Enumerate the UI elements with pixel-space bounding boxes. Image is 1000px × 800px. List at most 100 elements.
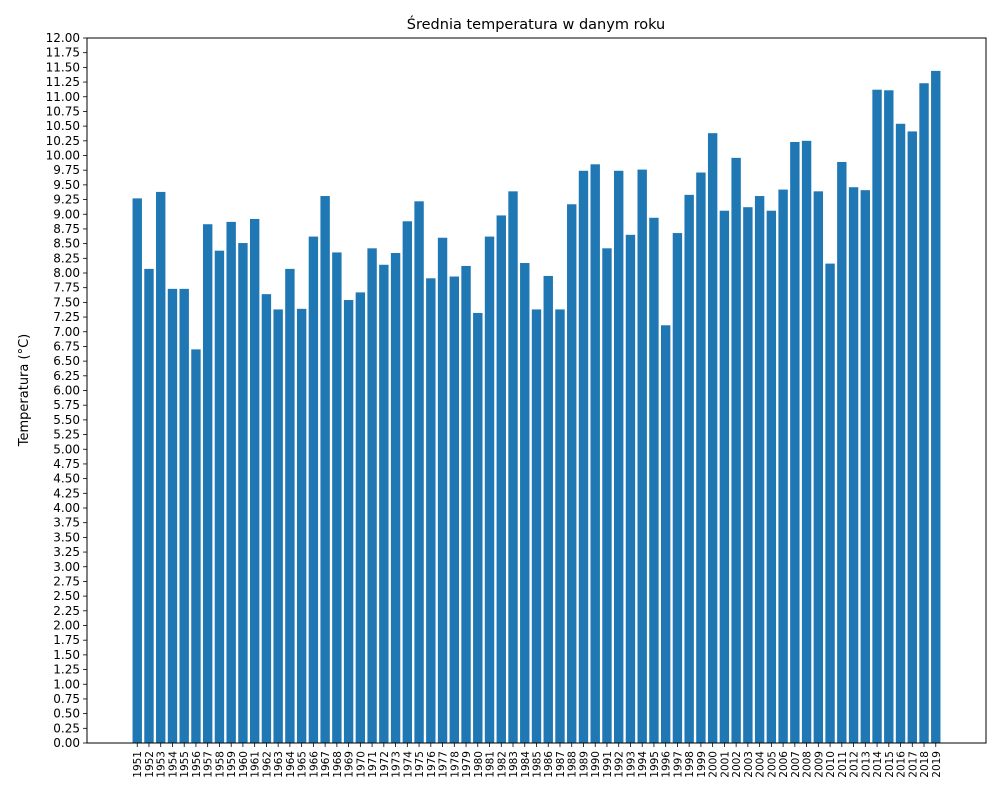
x-tick-label: 2018 (919, 751, 931, 778)
y-tick-label: 4.25 (53, 486, 80, 500)
x-tick-label: 1962 (261, 751, 273, 778)
y-tick-label: 2.00 (53, 619, 80, 633)
bar-1963 (273, 309, 283, 743)
bar-1988 (567, 204, 577, 743)
bar-1980 (473, 312, 483, 743)
y-tick-label: 1.50 (53, 648, 80, 662)
x-tick-label: 1973 (391, 751, 403, 778)
bar-1984 (520, 263, 530, 743)
x-tick-label: 2019 (931, 751, 943, 778)
bar-1994 (637, 169, 647, 744)
x-tick-label: 1986 (543, 751, 555, 778)
x-tick-label: 2015 (884, 751, 896, 778)
bar-1975 (414, 201, 424, 743)
bar-1968 (332, 252, 342, 743)
x-tick-label: 1955 (179, 751, 191, 778)
bar-1997 (672, 233, 683, 744)
x-tick-label: 2000 (708, 751, 720, 778)
x-tick-label: 1954 (167, 751, 179, 778)
x-tick-label: 1991 (602, 751, 614, 778)
x-tick-label: 2002 (731, 751, 743, 778)
bar-1998 (684, 194, 694, 744)
x-tick-label: 1970 (355, 751, 367, 778)
x-tick-label: 1989 (578, 751, 590, 778)
bar-1959 (226, 221, 236, 743)
x-tick-label: 1996 (661, 751, 673, 778)
x-tick-label: 1966 (308, 751, 320, 778)
y-tick-label: 1.75 (53, 633, 80, 647)
bar-2016 (895, 123, 906, 743)
y-tick-label: 10.00 (46, 149, 80, 163)
x-tick-label: 1977 (438, 751, 450, 778)
x-tick-label: 1990 (590, 751, 602, 778)
y-tick-label: 3.75 (53, 516, 80, 530)
x-tick-label: 2007 (790, 751, 802, 778)
y-tick-label: 2.75 (53, 574, 80, 588)
bar-2009 (813, 191, 824, 743)
x-tick-label: 1978 (449, 751, 461, 778)
x-tick-label: 1985 (532, 751, 544, 778)
x-tick-label: 1980 (473, 751, 485, 778)
x-tick-label: 1992 (614, 751, 626, 778)
x-tick-label: 1964 (285, 751, 297, 778)
y-tick-label: 1.00 (53, 677, 80, 691)
bar-2003 (743, 207, 753, 743)
y-tick-label: 9.00 (53, 207, 80, 221)
x-tick-label: 1988 (567, 751, 579, 778)
bar-2013 (860, 190, 871, 744)
bar-1985 (531, 309, 542, 743)
y-tick-label: 11.00 (46, 90, 80, 104)
y-tick-label: 9.25 (53, 193, 80, 207)
y-tick-label: 6.50 (53, 354, 80, 368)
x-tick-label: 1976 (426, 751, 438, 778)
y-tick-label: 4.50 (53, 472, 80, 486)
plot-frame (86, 37, 987, 744)
bar-1992 (614, 170, 624, 743)
bar-1966 (308, 236, 319, 743)
bar-1971 (367, 248, 377, 743)
x-tick-label: 1997 (672, 751, 684, 778)
x-tick-label: 1965 (297, 751, 309, 778)
x-tick-label: 2001 (719, 751, 731, 778)
bar-1957 (202, 224, 213, 744)
x-tick-label: 1958 (214, 751, 226, 778)
y-tick-label: 6.75 (53, 339, 80, 353)
y-tick-label: 8.00 (53, 266, 80, 280)
bar-2002 (731, 157, 741, 744)
x-tick-label: 2004 (755, 751, 767, 778)
x-tick-label: 2003 (743, 751, 755, 778)
bar-2004 (754, 196, 765, 744)
y-tick-label: 8.25 (53, 251, 80, 265)
x-tick-label: 1971 (367, 751, 379, 778)
x-tick-label: 1952 (144, 751, 156, 778)
x-tick-label: 1961 (250, 751, 262, 778)
x-tick-label: 1957 (203, 751, 215, 778)
x-tick-label: 2006 (778, 751, 790, 778)
bar-1990 (590, 164, 600, 743)
bar-1956 (191, 349, 201, 743)
bar-1958 (214, 250, 225, 744)
y-tick-label: 5.25 (53, 428, 80, 442)
y-tick-label: 5.00 (53, 442, 80, 456)
x-tick-label: 1953 (156, 751, 168, 778)
bar-1996 (660, 325, 671, 743)
bar-1976 (426, 278, 436, 743)
x-tick-label: 1963 (273, 751, 285, 778)
y-tick-label: 2.25 (53, 604, 80, 618)
bars (132, 70, 941, 744)
x-tick-label: 1993 (625, 751, 637, 778)
bar-1965 (296, 308, 307, 743)
y-tick-label: 7.00 (53, 325, 80, 339)
y-tick-label: 8.75 (53, 222, 80, 236)
x-tick-label: 2005 (766, 751, 778, 778)
y-tick-label: 3.00 (53, 560, 80, 574)
bar-1970 (355, 292, 366, 743)
bar-2008 (801, 140, 812, 743)
y-tick-label: 8.50 (53, 237, 80, 251)
bar-1987 (555, 309, 565, 743)
x-tick-label: 1979 (461, 751, 473, 778)
x-tick-label: 2012 (849, 751, 861, 778)
bar-2017 (907, 131, 917, 744)
bar-1960 (238, 243, 248, 743)
